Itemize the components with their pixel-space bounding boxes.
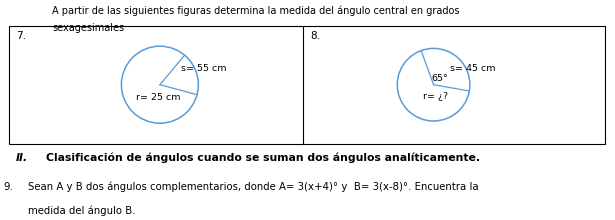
Text: 9.: 9. (3, 182, 13, 191)
Text: s= 45 cm: s= 45 cm (450, 64, 496, 73)
Text: r= 25 cm: r= 25 cm (136, 93, 180, 101)
Text: r= ¿?: r= ¿? (423, 92, 448, 101)
Text: medida del ángulo B.: medida del ángulo B. (28, 206, 135, 216)
Text: Sean A y B dos ángulos complementarios, donde A= 3(x+4)° y  B= 3(x-8)°. Encuentr: Sean A y B dos ángulos complementarios, … (28, 182, 478, 192)
Text: Clasificación de ángulos cuando se suman dos ángulos analíticamente.: Clasificación de ángulos cuando se suman… (46, 153, 480, 163)
Text: 8.: 8. (310, 31, 320, 41)
Text: 7.: 7. (17, 31, 26, 41)
Text: II.: II. (15, 153, 28, 163)
Text: 65°: 65° (432, 74, 448, 83)
Text: s= 55 cm: s= 55 cm (181, 64, 226, 73)
Text: A partir de las siguientes figuras determina la medida del ángulo central en gra: A partir de las siguientes figuras deter… (52, 6, 460, 16)
Bar (9, 26, 605, 144)
Text: sexagesimales: sexagesimales (52, 23, 124, 33)
